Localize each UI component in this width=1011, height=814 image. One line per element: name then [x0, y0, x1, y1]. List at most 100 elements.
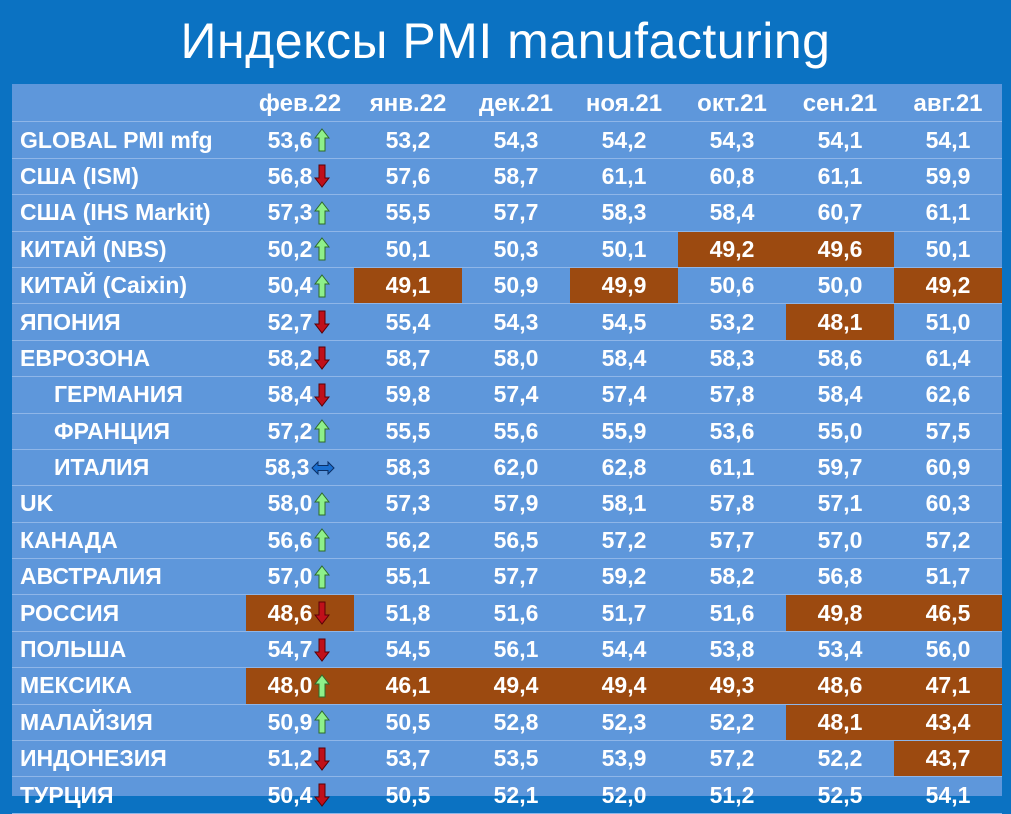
table-row: МЕКСИКА 48,0 46,1 49,4 49,4 49,3 48,6 47,1 [12, 667, 1002, 705]
value-cell: 55,4 [354, 303, 462, 341]
value-cell: 51,8 [354, 594, 462, 632]
value-cell: 55,6 [462, 413, 570, 450]
value-cell: 53,2 [354, 121, 462, 159]
arrow-up-icon [314, 273, 332, 298]
value-cell: 61,1 [570, 158, 678, 196]
arrow-down-icon [314, 747, 332, 771]
highlighted-value-cell: 49,3 [678, 667, 786, 705]
arrow-down-icon [314, 383, 332, 407]
value-cell: 62,8 [570, 449, 678, 487]
value-cell: 53,6 [678, 413, 786, 450]
value-cell: 57,8 [678, 485, 786, 523]
arrow-up-icon [314, 528, 332, 552]
value-cell: 57,7 [678, 522, 786, 560]
value-cell: 50,1 [894, 231, 1002, 268]
row-label: США (ISM) [12, 158, 246, 196]
table-row: ПОЛЬША 54,7 54,5 56,1 54,4 53,8 53,4 56,0 [12, 631, 1002, 669]
arrow-up-icon [314, 237, 332, 261]
value-text: 56,8 [267, 162, 313, 189]
highlighted-value-cell: 47,1 [894, 667, 1002, 705]
value-cell: 58,2 [246, 340, 354, 378]
arrow-up-icon [314, 564, 332, 589]
row-label: ТУРЦИЯ [12, 776, 246, 814]
value-cell: 54,1 [894, 121, 1002, 159]
value-cell: 58,7 [462, 158, 570, 196]
highlighted-value-cell: 49,6 [786, 231, 894, 268]
value-cell: 56,5 [462, 522, 570, 560]
value-text: 56,6 [267, 526, 313, 553]
latest-value-with-trend: 48,0 [268, 672, 333, 699]
row-label: ЯПОНИЯ [12, 303, 246, 341]
row-label: ИНДОНЕЗИЯ [12, 740, 246, 778]
value-cell: 50,9 [462, 267, 570, 305]
value-cell: 52,1 [462, 776, 570, 814]
value-cell: 58,6 [786, 340, 894, 378]
value-text: 57,2 [267, 417, 313, 444]
value-cell: 57,4 [462, 376, 570, 414]
value-cell: 50,2 [246, 231, 354, 268]
value-cell: 54,3 [462, 121, 570, 159]
value-cell: 51,2 [678, 776, 786, 814]
value-cell: 57,5 [894, 413, 1002, 450]
value-cell: 57,4 [570, 376, 678, 414]
value-cell: 54,5 [570, 303, 678, 341]
page-title: Индексы PMI manufacturing [180, 13, 831, 69]
highlighted-value-cell: 46,1 [354, 667, 462, 705]
table-row: ЯПОНИЯ 52,7 55,4 54,3 54,5 53,2 48,1 51,0 [12, 303, 1002, 341]
value-cell: 50,6 [678, 267, 786, 305]
value-cell: 54,3 [678, 121, 786, 159]
table-row: ИТАЛИЯ 58,3 58,3 62,0 62,8 61,1 59,7 60,9 [12, 449, 1002, 487]
highlighted-value-cell: 49,8 [786, 594, 894, 632]
row-label: КАНАДА [12, 522, 246, 560]
table-row: КИТАЙ (Caixin) 50,4 49,1 50,9 49,9 50,6 50,0 49… [12, 267, 1002, 305]
value-cell: 57,2 [570, 522, 678, 560]
value-text: 50,4 [267, 272, 313, 299]
value-cell: 50,4 [246, 776, 354, 814]
arrow-up-icon [314, 128, 332, 152]
value-cell: 55,5 [354, 413, 462, 450]
value-cell: 53,8 [678, 631, 786, 669]
value-cell: 57,2 [246, 413, 354, 450]
row-label: АВСТРАЛИЯ [12, 558, 246, 596]
arrow-down-icon [314, 638, 332, 662]
value-text: 48,0 [267, 672, 313, 699]
highlighted-value-cell: 49,4 [570, 667, 678, 705]
value-cell: 55,9 [570, 413, 678, 450]
corner-header-cell [12, 86, 246, 123]
row-label: ИТАЛИЯ [12, 449, 246, 487]
column-header: окт.21 [678, 86, 786, 123]
highlighted-value-cell: 48,6 [786, 667, 894, 705]
value-cell: 56,6 [246, 522, 354, 560]
value-cell: 57,7 [462, 194, 570, 232]
value-cell: 50,1 [570, 231, 678, 268]
row-label: ПОЛЬША [12, 631, 246, 669]
column-header: янв.22 [354, 86, 462, 123]
value-cell: 50,5 [354, 776, 462, 814]
arrow-up-icon [314, 674, 332, 698]
value-cell: 51,7 [570, 594, 678, 632]
arrow-up-icon [314, 419, 332, 443]
column-header: ноя.21 [570, 86, 678, 123]
latest-value-with-trend: 57,3 [268, 199, 333, 226]
value-text: 58,4 [267, 381, 313, 408]
arrow-down-icon [314, 601, 332, 625]
column-header: сен.21 [786, 86, 894, 123]
value-text: 58,3 [264, 454, 310, 481]
value-cell: 50,1 [354, 231, 462, 268]
value-cell: 60,9 [894, 449, 1002, 487]
latest-value-with-trend: 57,2 [268, 418, 333, 445]
value-cell: 58,3 [678, 340, 786, 378]
value-cell: 58,3 [570, 194, 678, 232]
value-cell: 61,1 [678, 449, 786, 487]
highlighted-value-cell: 49,4 [462, 667, 570, 705]
value-cell: 56,8 [246, 158, 354, 196]
latest-value-with-trend: 58,4 [268, 381, 333, 408]
column-header: фев.22 [246, 86, 354, 123]
highlighted-value-cell: 48,1 [786, 303, 894, 341]
value-cell: 57,2 [678, 740, 786, 778]
value-cell: 54,2 [570, 121, 678, 159]
value-cell: 57,3 [246, 194, 354, 232]
row-label: МАЛАЙЗИЯ [12, 704, 246, 742]
value-cell: 51,6 [678, 594, 786, 632]
value-cell: 56,0 [894, 631, 1002, 669]
